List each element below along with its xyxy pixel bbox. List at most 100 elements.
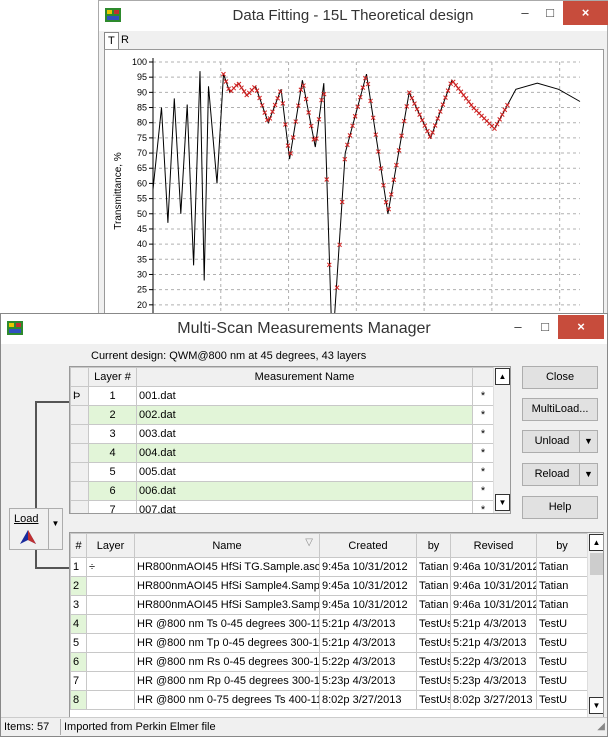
revised-by-cell[interactable]: TestU — [536, 671, 588, 691]
revised-cell[interactable]: 5:23p 4/3/2013 — [450, 671, 537, 691]
revised-by-header[interactable]: by — [536, 533, 588, 558]
measurement-name-cell[interactable]: 001.dat — [136, 386, 473, 406]
created-cell[interactable]: 9:45a 10/31/2012 — [319, 557, 417, 577]
name-cell[interactable]: HR800nmAOI45 HfSi TG.Sample.asc — [134, 557, 320, 577]
tab-t[interactable]: T — [104, 32, 119, 50]
created-cell[interactable]: 5:21p 4/3/2013 — [319, 614, 417, 634]
revised-cell[interactable]: 5:21p 4/3/2013 — [450, 633, 537, 653]
scroll-down-arrow-icon[interactable]: ▼ — [589, 697, 603, 714]
layer-number-header[interactable]: Layer # — [88, 367, 137, 387]
row-indicator[interactable] — [70, 405, 89, 425]
tab-r[interactable]: R — [121, 34, 129, 46]
number-header[interactable]: # — [70, 533, 87, 558]
close-button[interactable]: × — [563, 1, 608, 25]
resize-grip-icon[interactable]: ◢ — [597, 721, 605, 732]
measurement-name-cell[interactable]: 004.dat — [136, 443, 473, 463]
layers-table[interactable]: Layer # Measurement Name Þ 1 001.dat * 2 002.… — [69, 366, 511, 514]
layer-cell[interactable] — [86, 690, 135, 710]
layer-number-cell[interactable]: 1 — [88, 386, 137, 406]
name-cell[interactable]: HR @800 nm Rp 0-45 degrees 300-1100 — [134, 671, 320, 691]
multiload-button[interactable]: MultiLoad... — [522, 398, 598, 421]
scroll-up-arrow-icon[interactable]: ▲ — [589, 534, 603, 551]
minimize-button[interactable]: – — [514, 319, 522, 334]
file-row[interactable]: 1 ÷ HR800nmAOI45 HfSi TG.Sample.asc 9:45a 1… — [70, 557, 588, 577]
layer-number-cell[interactable]: 5 — [88, 462, 137, 482]
created-header[interactable]: Created — [319, 533, 417, 558]
files-scrollbar[interactable]: ▲ ▼ — [587, 533, 603, 717]
revised-cell[interactable]: 5:22p 4/3/2013 — [450, 652, 537, 672]
row-indicator[interactable] — [70, 424, 89, 444]
revised-by-cell[interactable]: TestU — [536, 633, 588, 653]
created-cell[interactable]: 9:45a 10/31/2012 — [319, 576, 417, 596]
mark-cell[interactable]: * — [472, 405, 494, 425]
row-indicator[interactable] — [70, 462, 89, 482]
created-by-cell[interactable]: TestUser — [416, 633, 451, 653]
scroll-thumb[interactable] — [590, 553, 603, 575]
mark-cell[interactable]: * — [472, 424, 494, 444]
fitting-title-bar[interactable]: Data Fitting - 15L Theoretical design – … — [99, 1, 608, 31]
mark-cell[interactable]: * — [472, 386, 494, 406]
reload-button[interactable]: Reload ▼ — [522, 463, 598, 486]
created-cell[interactable]: 5:23p 4/3/2013 — [319, 671, 417, 691]
layers-scrollbar[interactable]: ▲ ▼ — [493, 367, 510, 513]
created-by-header[interactable]: by — [416, 533, 451, 558]
close-button[interactable]: × — [558, 315, 604, 339]
load-dropdown-arrow-icon[interactable]: ▼ — [48, 509, 62, 549]
layer-row[interactable]: 5 005.dat * — [70, 462, 494, 482]
name-cell[interactable]: HR @800 nm Tp 0-45 degrees 300-1100 — [134, 633, 320, 653]
file-row[interactable]: 5 HR @800 nm Tp 0-45 degrees 300-1100 5:21… — [70, 633, 588, 653]
layer-number-cell[interactable]: 4 — [88, 443, 137, 463]
row-number-cell[interactable]: 2 — [70, 576, 87, 596]
layer-row[interactable]: Þ 1 001.dat * — [70, 386, 494, 406]
layer-row[interactable]: 7 007.dat * — [70, 500, 494, 513]
revised-cell[interactable]: 9:46a 10/31/2012 — [450, 576, 537, 596]
close-dialog-button[interactable]: Close — [522, 366, 598, 389]
name-cell[interactable]: HR @800 nm 0-75 degrees Ts 400-1100 — [134, 690, 320, 710]
revised-by-cell[interactable]: TestU — [536, 690, 588, 710]
row-number-cell[interactable]: 7 — [70, 671, 87, 691]
created-by-cell[interactable]: Tatian — [416, 576, 451, 596]
files-table[interactable]: # Layer Name ▽ Created by Revised by 1 ÷ HR… — [69, 532, 604, 718]
row-indicator[interactable] — [70, 481, 89, 501]
file-row[interactable]: 8 HR @800 nm 0-75 degrees Ts 400-1100 8:02… — [70, 690, 588, 710]
name-cell[interactable]: HR @800 nm Ts 0-45 degrees 300-1100 nm — [134, 614, 320, 634]
layer-row[interactable]: 4 004.dat * — [70, 443, 494, 463]
layer-row[interactable]: 2 002.dat * — [70, 405, 494, 425]
reload-dropdown-arrow-icon[interactable]: ▼ — [579, 464, 597, 485]
row-indicator[interactable]: Þ — [70, 386, 89, 406]
layer-cell[interactable] — [86, 595, 135, 615]
created-by-cell[interactable]: Tatian — [416, 595, 451, 615]
maximize-button[interactable]: □ — [546, 5, 554, 20]
created-by-cell[interactable]: TestUser — [416, 614, 451, 634]
row-number-cell[interactable]: 8 — [70, 690, 87, 710]
mark-cell[interactable]: * — [472, 462, 494, 482]
mark-cell[interactable]: * — [472, 443, 494, 463]
measurement-name-cell[interactable]: 007.dat — [136, 500, 473, 513]
mark-cell[interactable]: * — [472, 481, 494, 501]
manager-title-bar[interactable]: Multi-Scan Measurements Manager – □ × — [1, 314, 607, 344]
revised-by-cell[interactable]: Tatian — [536, 576, 588, 596]
measurement-name-header[interactable]: Measurement Name — [136, 367, 473, 387]
created-cell[interactable]: 9:45a 10/31/2012 — [319, 595, 417, 615]
measurement-name-cell[interactable]: 003.dat — [136, 424, 473, 444]
minimize-button[interactable]: – — [521, 5, 529, 20]
row-number-cell[interactable]: 5 — [70, 633, 87, 653]
row-indicator[interactable] — [70, 500, 89, 513]
measurement-name-cell[interactable]: 005.dat — [136, 462, 473, 482]
layer-cell[interactable] — [86, 652, 135, 672]
layer-number-cell[interactable]: 6 — [88, 481, 137, 501]
mark-cell[interactable]: * — [472, 500, 494, 513]
revised-header[interactable]: Revised — [450, 533, 537, 558]
layer-cell[interactable] — [86, 633, 135, 653]
layer-header[interactable]: Layer — [86, 533, 135, 558]
layer-number-cell[interactable]: 7 — [88, 500, 137, 513]
created-cell[interactable]: 5:22p 4/3/2013 — [319, 652, 417, 672]
file-row[interactable]: 7 HR @800 nm Rp 0-45 degrees 300-1100 5:23… — [70, 671, 588, 691]
layer-number-cell[interactable]: 3 — [88, 424, 137, 444]
created-by-cell[interactable]: TestUser — [416, 690, 451, 710]
name-cell[interactable]: HR800nmAOI45 HfSi Sample4.Sample.asc — [134, 576, 320, 596]
created-by-cell[interactable]: TestUser — [416, 652, 451, 672]
created-by-cell[interactable]: Tatian — [416, 557, 451, 577]
layer-row[interactable]: 3 003.dat * — [70, 424, 494, 444]
